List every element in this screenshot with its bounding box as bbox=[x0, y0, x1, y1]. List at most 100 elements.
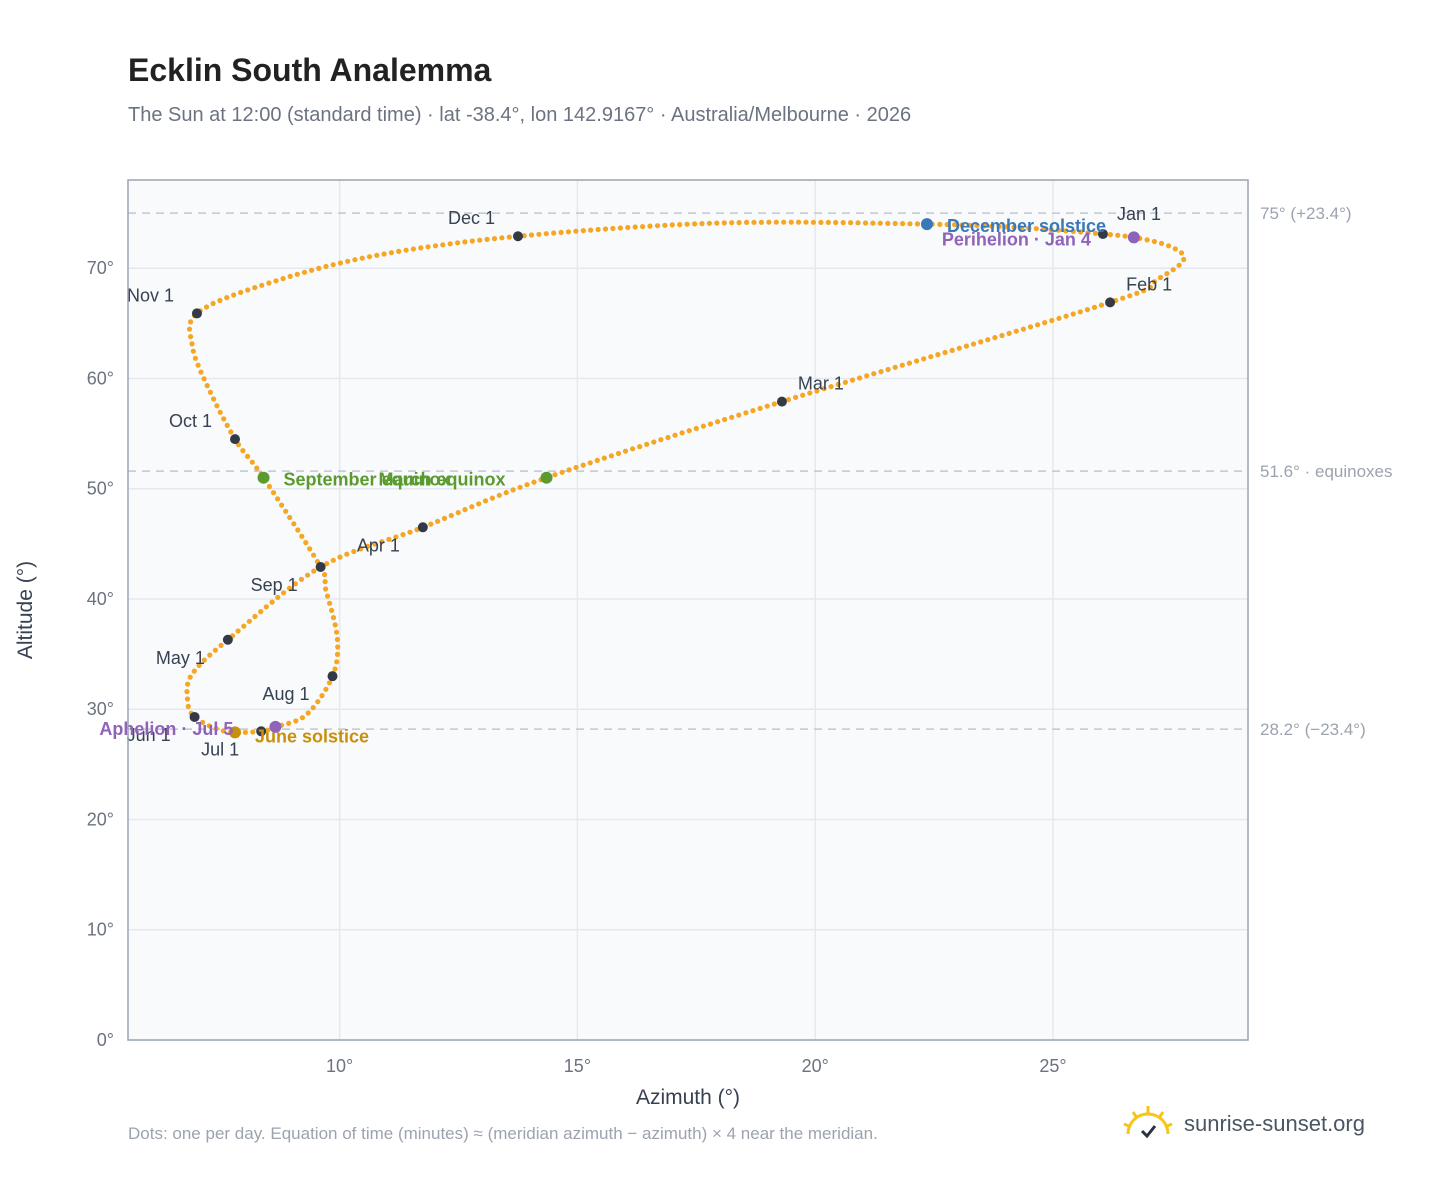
day-dot bbox=[944, 221, 950, 228]
day-dot bbox=[835, 381, 841, 387]
day-dot bbox=[307, 546, 313, 552]
day-dot bbox=[198, 369, 204, 375]
day-dot bbox=[299, 533, 305, 539]
day-dot bbox=[1070, 228, 1076, 234]
day-dot bbox=[286, 720, 292, 727]
day-dot bbox=[594, 457, 600, 463]
day-dot bbox=[381, 251, 387, 257]
event-label: March equinox bbox=[379, 470, 506, 490]
y-axis-label: Altitude (°) bbox=[14, 561, 37, 659]
day-dot bbox=[334, 659, 340, 665]
day-dot bbox=[206, 723, 212, 729]
day-dot bbox=[595, 226, 601, 233]
day-dot bbox=[241, 623, 247, 629]
day-dot bbox=[238, 289, 244, 295]
day-dot bbox=[1077, 309, 1083, 315]
day-dot bbox=[707, 421, 714, 427]
day-dot bbox=[757, 405, 763, 411]
day-dot bbox=[319, 693, 325, 699]
day-dot bbox=[476, 501, 482, 507]
day-dot bbox=[335, 644, 341, 650]
month-marker bbox=[1097, 229, 1108, 240]
day-dot bbox=[662, 222, 668, 228]
day-dot bbox=[914, 358, 920, 364]
day-dot bbox=[393, 534, 399, 540]
month-label: May 1 bbox=[156, 648, 205, 668]
day-dot bbox=[334, 629, 340, 635]
month-label: Jul 1 bbox=[201, 739, 239, 759]
day-dot bbox=[842, 379, 849, 385]
day-dot bbox=[435, 518, 441, 524]
day-dot bbox=[462, 507, 468, 513]
day-dot bbox=[862, 220, 869, 226]
day-dot bbox=[810, 219, 817, 225]
day-dot bbox=[536, 231, 542, 237]
day-dot bbox=[323, 586, 329, 592]
day-dot bbox=[311, 552, 317, 558]
day-dot bbox=[899, 362, 905, 368]
day-dot bbox=[503, 490, 509, 496]
day-dot bbox=[615, 450, 622, 457]
event-marker bbox=[229, 726, 242, 739]
day-dot bbox=[693, 425, 699, 432]
day-dot bbox=[1063, 228, 1069, 234]
day-dot bbox=[192, 355, 198, 361]
day-dot bbox=[201, 657, 207, 663]
day-dot bbox=[1004, 224, 1010, 230]
day-dot bbox=[736, 220, 742, 226]
day-dot bbox=[448, 512, 454, 519]
day-dot bbox=[566, 467, 572, 473]
day-dot bbox=[1107, 232, 1113, 238]
day-dot bbox=[298, 576, 305, 583]
day-dot bbox=[825, 219, 831, 225]
day-dot bbox=[469, 238, 475, 244]
day-dot bbox=[978, 339, 984, 345]
day-dot bbox=[299, 715, 305, 721]
day-dot bbox=[610, 225, 616, 232]
day-dot bbox=[287, 273, 293, 279]
day-dot bbox=[565, 229, 572, 235]
month-marker bbox=[222, 634, 233, 645]
day-dot bbox=[1157, 274, 1164, 281]
day-dot bbox=[766, 219, 772, 225]
day-dot bbox=[310, 705, 316, 711]
day-dot bbox=[559, 469, 565, 475]
day-dot bbox=[201, 376, 207, 382]
day-dot bbox=[1181, 256, 1187, 263]
sun-logo-icon bbox=[1123, 1106, 1173, 1139]
day-dot bbox=[1134, 290, 1140, 296]
day-dot bbox=[259, 282, 265, 288]
day-dot bbox=[1035, 322, 1041, 328]
day-dot bbox=[935, 352, 941, 358]
month-label: Apr 1 bbox=[357, 535, 400, 555]
day-dot bbox=[531, 479, 537, 485]
month-marker bbox=[256, 726, 267, 737]
day-dot bbox=[833, 219, 839, 226]
day-dot bbox=[510, 487, 516, 493]
month-label: Aug 1 bbox=[263, 684, 310, 704]
day-dot bbox=[1070, 311, 1076, 317]
day-dot bbox=[187, 674, 193, 680]
day-dot bbox=[330, 262, 336, 268]
day-dot bbox=[224, 422, 230, 428]
month-label: Mar 1 bbox=[798, 374, 844, 394]
day-dot bbox=[1041, 226, 1047, 232]
day-dot bbox=[552, 472, 558, 478]
day-dot bbox=[484, 236, 490, 242]
day-dot bbox=[1084, 307, 1090, 313]
month-label: Oct 1 bbox=[169, 411, 212, 431]
day-dot bbox=[665, 434, 671, 441]
brand-link[interactable]: sunrise-sunset.org bbox=[1120, 1102, 1365, 1146]
day-dot bbox=[1020, 326, 1026, 332]
day-dot bbox=[254, 465, 260, 471]
day-dot bbox=[999, 332, 1005, 339]
day-dot bbox=[269, 599, 275, 605]
day-dot bbox=[428, 521, 434, 527]
day-dot bbox=[506, 234, 512, 240]
y-tick-label: 60° bbox=[87, 368, 114, 388]
day-dot bbox=[921, 356, 927, 362]
day-dot bbox=[231, 292, 237, 298]
day-dot bbox=[1063, 313, 1069, 319]
day-dot bbox=[441, 515, 448, 522]
